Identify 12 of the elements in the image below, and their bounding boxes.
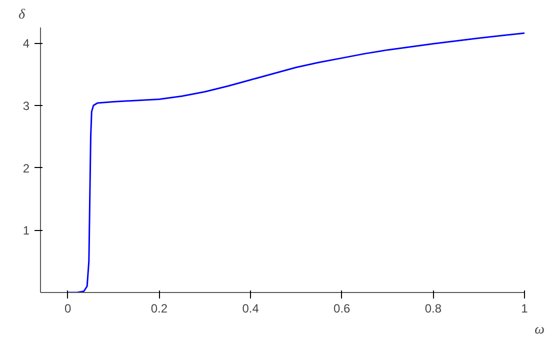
x-tick-label: 0.4 [242,302,260,316]
x-tick-label: 0.2 [150,302,168,316]
y-tick-label: 1 [22,224,30,238]
y-tick-label: 2 [22,161,30,176]
x-tick-label: 0 [64,302,72,316]
x-tick-label: 0.6 [334,302,351,316]
y-tick-label: 4 [22,36,30,51]
x-tick-label: 0.8 [424,302,442,316]
y-tick-label: 3 [22,98,30,113]
x-tick-label: 1 [521,302,528,316]
x-axis-title: ω [534,322,545,338]
y-axis-title: δ [18,8,26,22]
